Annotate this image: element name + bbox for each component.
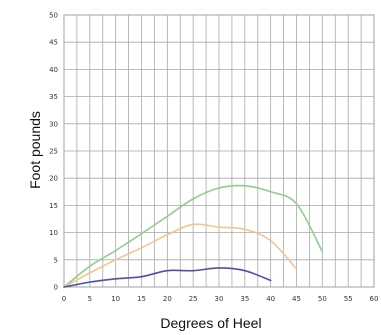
series-line-1	[63, 184, 324, 288]
x-tick-label: 25	[189, 295, 198, 303]
y-tick-label: 30	[49, 120, 58, 128]
y-tick-label: 45	[49, 39, 58, 47]
y-tick-label: 20	[49, 175, 58, 183]
x-tick-label: 20	[163, 295, 172, 303]
x-tick-label: 40	[266, 295, 275, 303]
y-tick-label: 10	[49, 229, 58, 237]
x-tick-label: 10	[111, 295, 120, 303]
series-line-2	[63, 223, 298, 288]
y-tick-label: 5	[54, 256, 58, 264]
y-tick-label: 25	[49, 148, 58, 156]
y-tick-label: 0	[54, 284, 58, 292]
x-tick-label: 35	[240, 295, 249, 303]
x-tick-label: 60	[370, 295, 379, 303]
y-tick-label: 50	[49, 12, 58, 20]
series-line-3	[63, 267, 272, 288]
x-tick-label: 50	[318, 295, 327, 303]
x-tick-label: 55	[344, 295, 353, 303]
series-lines	[63, 184, 324, 288]
y-tick-label: 40	[49, 66, 58, 74]
x-axis-label: Degrees of Heel	[160, 315, 261, 331]
y-tick-label: 35	[49, 93, 58, 101]
y-tick-labels: 0 5 10 15 20 25 30 35 40 45 50	[49, 12, 58, 292]
x-tick-labels: 0 5 10 15 20 25 30 35 40 45 50 55 60	[62, 295, 379, 303]
x-tick-label: 30	[215, 295, 224, 303]
x-tick-label: 0	[62, 295, 66, 303]
y-axis-label: Foot pounds	[27, 111, 43, 189]
grid	[63, 14, 375, 288]
y-tick-label: 15	[49, 202, 58, 210]
x-tick-label: 15	[137, 295, 146, 303]
x-tick-label: 5	[88, 295, 92, 303]
x-tick-label: 45	[292, 295, 301, 303]
